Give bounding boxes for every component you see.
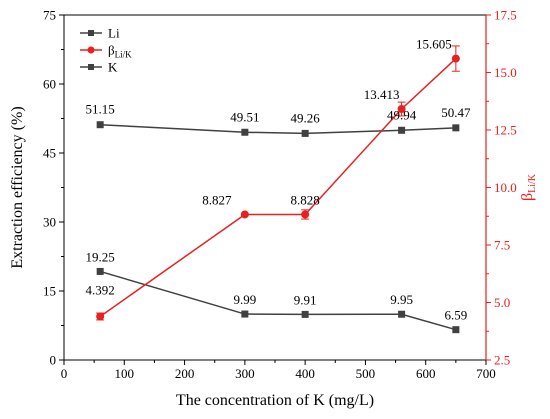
data-label-beta: 8.828	[291, 192, 320, 207]
point-k	[96, 121, 104, 129]
legend-label-sub: Li/K	[115, 50, 132, 60]
data-label-beta: 15.605	[416, 37, 452, 52]
y-right-tick-label: 12.5	[494, 123, 517, 138]
point-beta	[96, 312, 105, 321]
x-tick-label: 400	[295, 366, 315, 381]
legend-label-k: K	[108, 60, 118, 75]
y-right-tick-label: 15.0	[494, 65, 517, 80]
point-li	[241, 310, 249, 318]
legend-marker-li	[88, 30, 94, 36]
data-label-k: 49.94	[387, 107, 417, 122]
x-tick-label: 300	[235, 366, 255, 381]
legend-marker-beta	[87, 46, 95, 54]
x-tick-label: 600	[416, 366, 436, 381]
x-tick-label: 500	[356, 366, 376, 381]
data-label-beta: 4.392	[86, 282, 115, 297]
legend-label-main: Li	[108, 26, 120, 41]
x-axis-title: The concentration of K (mg/L)	[176, 392, 374, 409]
x-tick-label: 100	[115, 366, 135, 381]
point-k	[398, 126, 406, 134]
point-k	[301, 129, 309, 137]
x-tick-label: 0	[61, 366, 68, 381]
y-left-tick-label: 0	[50, 353, 57, 368]
data-label-beta: 13.413	[364, 87, 400, 102]
point-li	[301, 310, 309, 318]
point-li	[96, 267, 104, 275]
data-label-li: 6.59	[444, 308, 467, 323]
y-left-tick-label: 15	[43, 284, 56, 299]
y-right-title-main: β	[519, 193, 536, 201]
data-label-k: 49.26	[291, 110, 321, 125]
data-label-beta: 8.827	[202, 192, 232, 207]
data-label-k: 49.51	[230, 109, 259, 124]
x-tick-label: 200	[175, 366, 195, 381]
point-beta	[451, 54, 460, 63]
data-label-li: 19.25	[86, 249, 115, 264]
legend-label-beta: βLi/K	[108, 43, 132, 60]
y-right-axis-title: βLi/K	[519, 173, 538, 201]
data-label-li: 9.99	[233, 292, 256, 307]
legend-label-main: K	[108, 60, 118, 75]
series-line-beta	[99, 58, 457, 318]
y-left-tick-label: 30	[43, 215, 56, 230]
legend-label-main: β	[108, 43, 115, 58]
point-li	[452, 326, 460, 334]
point-li	[398, 310, 406, 318]
y-right-tick-label: 5.0	[494, 295, 510, 310]
y-right-tick-label: 7.5	[494, 238, 510, 253]
y-right-title-sub: Li/K	[527, 173, 538, 193]
y-right-tick-label: 2.5	[494, 353, 510, 368]
data-label-li: 9.91	[294, 292, 317, 307]
data-label-k: 51.15	[86, 102, 115, 117]
legend-label-li: Li	[108, 26, 120, 41]
y-right-tick-label: 17.5	[494, 8, 517, 23]
data-label-li: 9.95	[390, 292, 413, 307]
y-right-tick-label: 10.0	[494, 180, 517, 195]
point-beta	[240, 210, 249, 219]
y-left-tick-label: 45	[43, 146, 56, 161]
y-left-tick-label: 60	[43, 77, 56, 92]
point-k	[241, 128, 249, 136]
y-left-tick-label: 75	[43, 8, 56, 23]
point-beta	[301, 210, 310, 219]
data-label-k: 50.47	[441, 105, 471, 120]
point-beta	[397, 105, 406, 114]
x-tick-label: 700	[476, 366, 496, 381]
legend-marker-k	[88, 64, 94, 70]
y-left-axis-title: Extraction efficiency (%)	[9, 106, 26, 268]
point-k	[452, 124, 460, 132]
